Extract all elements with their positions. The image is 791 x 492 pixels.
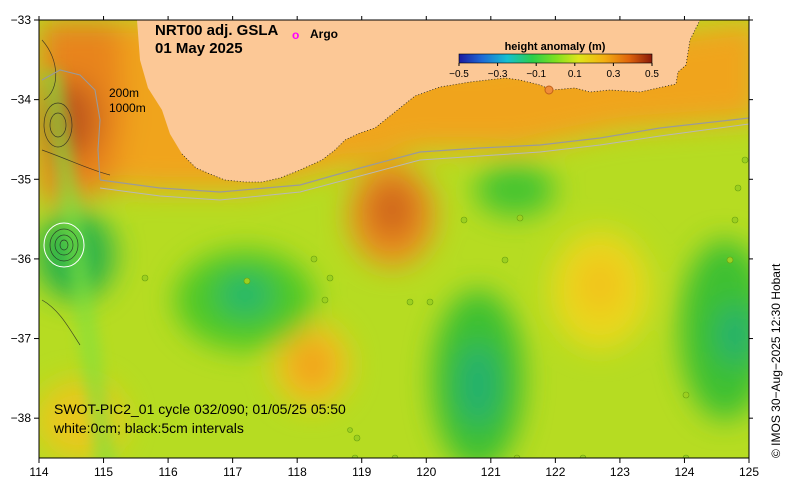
warm-eddy-119-core	[368, 180, 416, 240]
map-date: 01 May 2025	[155, 40, 243, 57]
lon-tick-label: 118	[288, 465, 307, 479]
plot-frame	[38, 19, 750, 459]
cold-eddy-121-core	[458, 343, 498, 427]
altimeter-track-dots	[141, 156, 749, 458]
argo-legend-symbol: o	[292, 28, 299, 42]
isobath-200m-label: 200m	[109, 86, 139, 100]
lon-tick-label: 123	[610, 465, 630, 479]
lat-tick-label: −35	[11, 172, 32, 186]
lat-tick-label: −36	[11, 252, 32, 266]
swot-swath	[40, 70, 117, 458]
isobath-west-line	[41, 69, 101, 181]
lon-tick-label: 122	[545, 465, 565, 479]
lon-tick-label: 120	[416, 465, 436, 479]
isobath-1000m-line	[99, 123, 749, 201]
lon-tick-label: 121	[481, 465, 501, 479]
cold-eddy-124-core	[717, 305, 749, 365]
colorbar-title: height anomaly (m)	[505, 41, 606, 53]
warm-eddy-122-core	[576, 255, 624, 315]
swot-contours	[41, 39, 111, 346]
cold-eddy-124	[680, 240, 749, 420]
swot-zero-contour	[43, 222, 85, 268]
lon-tick-label: 115	[94, 465, 113, 479]
argo-legend-label: Argo	[310, 27, 338, 41]
cold-eddy-117-core	[217, 273, 273, 317]
lat-tick-label: −37	[11, 332, 32, 346]
lon-tick-label: 117	[223, 465, 242, 479]
lon-tick-label: 119	[352, 465, 371, 479]
lat-tick-label: −34	[11, 93, 32, 107]
lat-tick-label: −33	[11, 13, 32, 27]
swot-pass-info: SWOT-PIC2_01 cycle 032/090; 01/05/25 05:…	[54, 401, 346, 417]
lon-tick-label: 125	[739, 465, 759, 479]
swot-interval-info: white:0cm; black:5cm intervals	[53, 420, 244, 436]
map-title: NRT00 adj. GSLA	[155, 22, 279, 39]
colorbar-tick-label: −0.1	[526, 69, 546, 80]
lon-tick-label: 114	[29, 465, 48, 479]
colorbar-tick-label: 0.5	[645, 69, 659, 80]
isobath-200m-line	[99, 117, 749, 193]
colorbar-tick-label: 0.3	[606, 69, 620, 80]
lon-tick-label: 116	[159, 465, 178, 479]
colorbar-tick-label: −0.3	[488, 69, 508, 80]
longitude-axis: 114 115 116 117 118 119 120 121 122 123 124 125	[29, 16, 759, 479]
colorbar-tick-label: 0.1	[568, 69, 582, 80]
imos-credit: © IMOS 30−Aug−2025 12:30 Hobart	[769, 263, 783, 458]
colorbar	[458, 53, 653, 64]
colorbar-ticks: −0.5 −0.3 −0.1 0.1 0.3 0.5	[449, 63, 659, 80]
lon-tick-label: 124	[674, 465, 694, 479]
colorbar-tick-label: −0.5	[449, 69, 469, 80]
lat-tick-label: −38	[11, 411, 32, 425]
isobath-1000m-label: 1000m	[109, 101, 146, 115]
cold-eddy-120	[475, 164, 555, 216]
argo-float-marker[interactable]	[544, 85, 554, 95]
latitude-axis: −33 −34 −35 −36 −37 −38	[11, 13, 753, 425]
warm-eddy-118-core	[292, 341, 332, 389]
